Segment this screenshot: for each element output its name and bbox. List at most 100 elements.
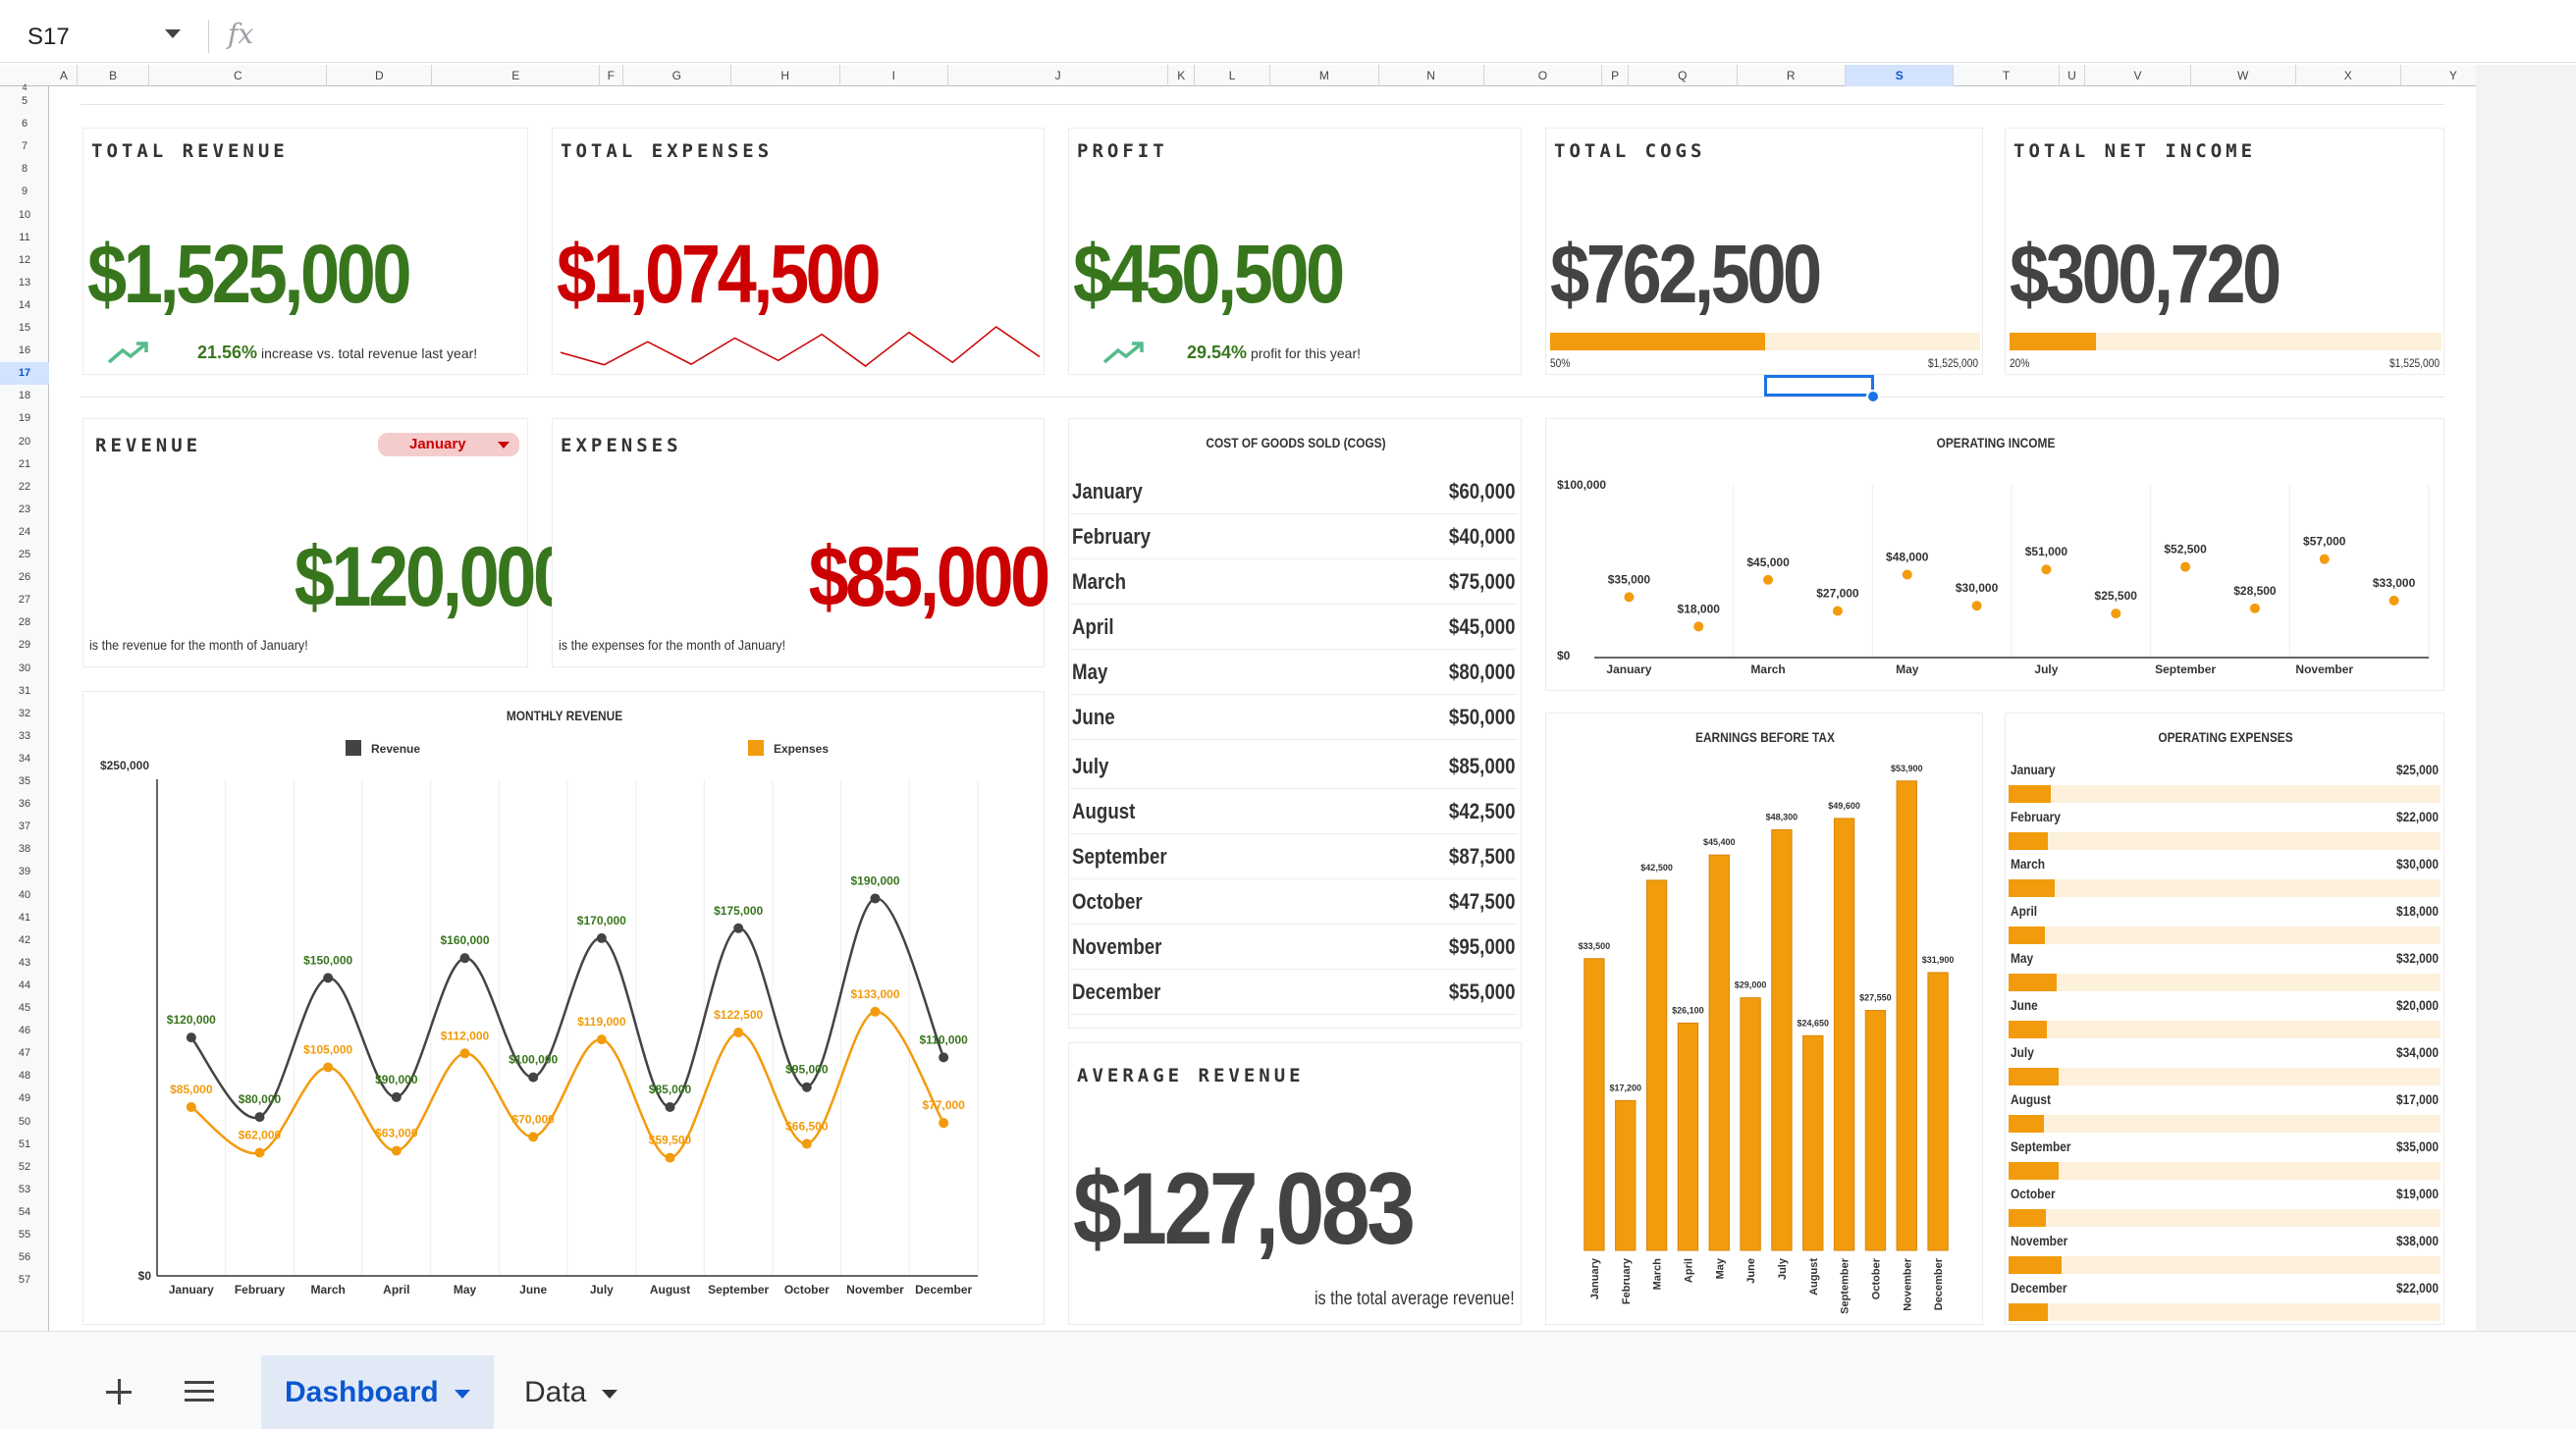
column-header-j[interactable]: J [948, 65, 1169, 86]
row-header-36[interactable]: 36 [18, 798, 31, 811]
y-tick-label: $100,000 [1557, 478, 1606, 492]
column-header-m[interactable]: M [1270, 65, 1379, 86]
column-header-v[interactable]: V [2085, 65, 2191, 86]
row-header-55[interactable]: 55 [18, 1229, 31, 1241]
fill-handle[interactable] [1866, 390, 1880, 403]
row-header-35[interactable]: 35 [18, 775, 31, 787]
column-header-a[interactable]: A [51, 65, 78, 86]
opex-bar-fill [2009, 1068, 2059, 1085]
row-header-27[interactable]: 27 [18, 594, 31, 607]
row-header-13[interactable]: 13 [18, 276, 31, 289]
row-header-53[interactable]: 53 [18, 1183, 31, 1195]
row-header-56[interactable]: 56 [18, 1251, 31, 1264]
row-header-48[interactable]: 48 [18, 1070, 31, 1083]
row-header-29[interactable]: 29 [18, 639, 31, 652]
y-tick-label: $0 [1557, 649, 1571, 662]
column-header-e[interactable]: E [432, 65, 601, 86]
row-header-41[interactable]: 41 [18, 911, 31, 924]
row-header-11[interactable]: 11 [19, 231, 30, 243]
row-header-21[interactable]: 21 [18, 457, 31, 470]
row-header-6[interactable]: 6 [21, 118, 28, 131]
row-header-18[interactable]: 18 [18, 390, 31, 402]
kpi-value: $762,500 [1550, 228, 1822, 320]
row-header-16[interactable]: 16 [18, 344, 31, 357]
row-header-42[interactable]: 42 [18, 933, 31, 946]
column-header-g[interactable]: G [623, 65, 732, 86]
column-header-s[interactable]: S [1846, 65, 1955, 86]
chevron-down-icon[interactable] [454, 1389, 470, 1399]
data-point [186, 1101, 196, 1112]
row-header-32[interactable]: 32 [18, 707, 31, 719]
legend-label: Expenses [774, 742, 829, 756]
row-header-24[interactable]: 24 [18, 525, 31, 538]
name-box[interactable]: S17 [27, 24, 70, 50]
row-header-19[interactable]: 19 [18, 412, 31, 425]
column-header-u[interactable]: U [2060, 65, 2086, 86]
x-tick-label: November [2295, 662, 2353, 676]
column-header-w[interactable]: W [2191, 65, 2296, 86]
row-header-20[interactable]: 20 [18, 435, 31, 448]
row-header-37[interactable]: 37 [18, 820, 31, 833]
row-header-57[interactable]: 57 [18, 1274, 31, 1287]
row-header-15[interactable]: 15 [18, 322, 31, 334]
menu-icon[interactable] [185, 1381, 214, 1403]
row-header-8[interactable]: 8 [21, 163, 28, 176]
row-header-54[interactable]: 54 [18, 1205, 31, 1218]
row-header-38[interactable]: 38 [18, 843, 31, 856]
row-header-50[interactable]: 50 [18, 1115, 31, 1128]
row-header-52[interactable]: 52 [18, 1160, 31, 1173]
row-header-51[interactable]: 51 [18, 1138, 31, 1150]
column-header-q[interactable]: Q [1629, 65, 1738, 86]
column-header-o[interactable]: O [1484, 65, 1603, 86]
row-header-14[interactable]: 14 [18, 298, 31, 311]
row-header-45[interactable]: 45 [18, 1002, 31, 1014]
row-header-12[interactable]: 12 [18, 253, 31, 266]
month-select[interactable]: January [378, 433, 519, 456]
row-header-22[interactable]: 22 [18, 480, 31, 493]
x-tick-label: January [1589, 1257, 1601, 1299]
chevron-down-icon[interactable] [165, 29, 181, 38]
column-header-i[interactable]: I [840, 65, 948, 86]
row-header-5[interactable]: 5 [21, 95, 28, 107]
plus-icon[interactable] [106, 1379, 132, 1404]
column-header-x[interactable]: X [2296, 65, 2401, 86]
row-header-34[interactable]: 34 [18, 752, 31, 765]
row-header-47[interactable]: 47 [18, 1047, 31, 1060]
row-header-7[interactable]: 7 [21, 140, 28, 153]
row-header-4[interactable]: 4 [22, 82, 27, 92]
column-header-t[interactable]: T [1954, 65, 2060, 86]
row-header-30[interactable]: 30 [18, 662, 31, 674]
column-header-h[interactable]: H [731, 65, 840, 86]
row-header-31[interactable]: 31 [18, 684, 31, 697]
column-header-d[interactable]: D [327, 65, 433, 86]
row-header-10[interactable]: 10 [18, 208, 31, 221]
bar [1583, 958, 1605, 1251]
row-header-33[interactable]: 33 [18, 729, 31, 742]
row-header-44[interactable]: 44 [18, 979, 31, 991]
row-header-17[interactable]: 17 [0, 362, 49, 386]
selected-cell[interactable] [1764, 375, 1874, 397]
row-header-23[interactable]: 23 [18, 503, 31, 515]
monthly-revenue-card: MONTHLY REVENUE [82, 691, 1045, 1325]
row-header-28[interactable]: 28 [18, 616, 31, 629]
row-header-39[interactable]: 39 [18, 866, 31, 878]
row-header-26[interactable]: 26 [18, 571, 31, 584]
row-header-46[interactable]: 46 [18, 1025, 31, 1037]
column-header-f[interactable]: F [600, 65, 623, 86]
row-header-9[interactable]: 9 [21, 185, 28, 198]
data-point [186, 1032, 196, 1043]
column-header-r[interactable]: R [1738, 65, 1846, 86]
column-header-c[interactable]: C [149, 65, 328, 86]
chevron-down-icon[interactable] [602, 1389, 618, 1399]
column-header-k[interactable]: K [1168, 65, 1196, 86]
tab-data[interactable]: Data [501, 1355, 641, 1429]
row-header-49[interactable]: 49 [18, 1092, 31, 1105]
column-header-n[interactable]: N [1379, 65, 1484, 86]
row-header-40[interactable]: 40 [18, 888, 31, 901]
row-header-25[interactable]: 25 [18, 549, 31, 560]
column-header-b[interactable]: B [78, 65, 150, 86]
column-header-l[interactable]: L [1195, 65, 1271, 86]
row-header-43[interactable]: 43 [18, 956, 31, 969]
column-header-p[interactable]: P [1602, 65, 1630, 86]
tab-dashboard[interactable]: Dashboard [261, 1355, 494, 1429]
